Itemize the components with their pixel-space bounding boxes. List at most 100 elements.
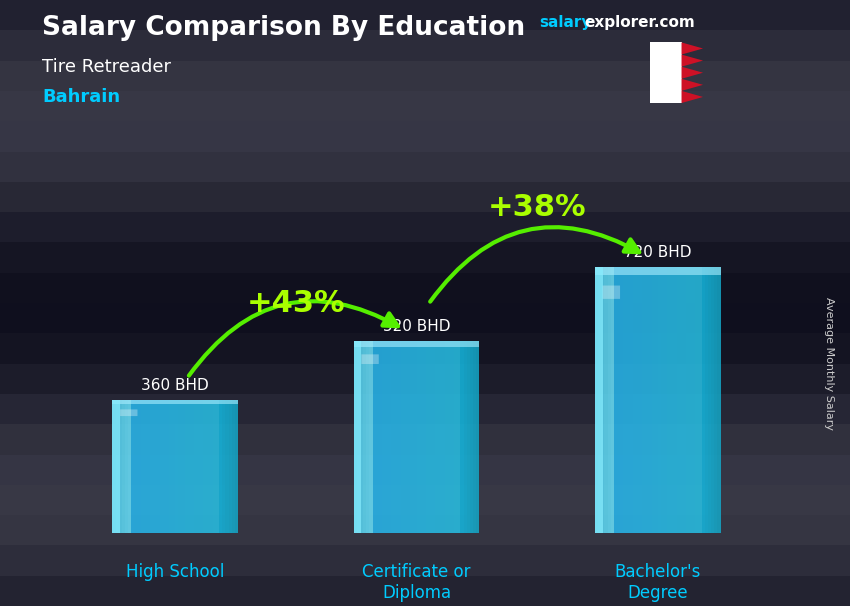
Bar [388, 341, 391, 533]
Bar [636, 267, 639, 533]
Bar [160, 400, 162, 533]
Bar [0, 0, 850, 30]
Bar [661, 267, 664, 533]
Bar [201, 400, 203, 533]
Bar [650, 42, 682, 103]
Bar [128, 400, 131, 533]
Bar [357, 341, 360, 533]
Bar [112, 400, 120, 533]
Bar [385, 341, 388, 533]
Bar [0, 394, 850, 424]
Bar [598, 267, 601, 533]
Bar [630, 267, 632, 533]
Bar [401, 341, 404, 533]
Bar [398, 341, 401, 533]
Bar [0, 515, 850, 545]
Bar [125, 400, 128, 533]
Text: explorer.com: explorer.com [584, 15, 694, 30]
Text: High School: High School [126, 563, 224, 581]
Bar [379, 341, 382, 533]
Text: Bahrain: Bahrain [42, 88, 121, 106]
Bar [210, 400, 212, 533]
Bar [197, 400, 201, 533]
Polygon shape [682, 42, 703, 55]
Bar [169, 400, 172, 533]
Bar [0, 152, 850, 182]
Bar [595, 267, 721, 275]
Bar [411, 341, 413, 533]
Bar [184, 400, 188, 533]
Bar [439, 341, 442, 533]
Bar [664, 267, 667, 533]
Bar [714, 267, 717, 533]
Bar [473, 341, 476, 533]
Text: Salary Comparison By Education: Salary Comparison By Education [42, 15, 525, 41]
Bar [699, 267, 702, 533]
Bar [172, 400, 175, 533]
Bar [219, 400, 222, 533]
Bar [454, 341, 457, 533]
Bar [677, 267, 680, 533]
Bar [467, 341, 470, 533]
Bar [119, 400, 122, 533]
Bar [642, 267, 645, 533]
Text: 720 BHD: 720 BHD [624, 245, 692, 260]
Bar [112, 400, 238, 404]
Bar [153, 400, 156, 533]
Polygon shape [682, 79, 703, 91]
Bar [463, 341, 467, 533]
Bar [366, 341, 370, 533]
Bar [608, 267, 611, 533]
Bar [194, 400, 197, 533]
Polygon shape [682, 55, 703, 67]
Bar [413, 341, 416, 533]
Bar [370, 341, 372, 533]
FancyBboxPatch shape [603, 285, 620, 299]
Bar [667, 267, 671, 533]
Bar [354, 341, 361, 533]
Bar [131, 400, 134, 533]
Polygon shape [682, 67, 703, 79]
Bar [658, 267, 661, 533]
Bar [604, 267, 608, 533]
Bar [372, 341, 376, 533]
Bar [354, 341, 479, 347]
Bar [191, 400, 194, 533]
Bar [141, 400, 144, 533]
Bar [0, 303, 850, 333]
Bar [695, 267, 699, 533]
Bar [442, 341, 445, 533]
Bar [0, 576, 850, 606]
Bar [144, 400, 147, 533]
Bar [426, 341, 429, 533]
Bar [429, 341, 432, 533]
Bar [354, 341, 357, 533]
Bar [216, 400, 219, 533]
Bar [138, 400, 141, 533]
Bar [0, 182, 850, 212]
Bar [376, 341, 379, 533]
Bar [601, 267, 604, 533]
Bar [617, 267, 620, 533]
FancyBboxPatch shape [120, 410, 138, 416]
Bar [0, 30, 850, 61]
Bar [382, 341, 385, 533]
Bar [0, 273, 850, 303]
Bar [689, 267, 692, 533]
Bar [620, 267, 623, 533]
Bar [122, 400, 125, 533]
Bar [360, 341, 363, 533]
Text: +38%: +38% [488, 193, 586, 222]
Bar [432, 341, 435, 533]
Bar [232, 400, 235, 533]
Bar [651, 267, 654, 533]
Bar [435, 341, 439, 533]
Bar [416, 341, 420, 533]
Bar [0, 242, 850, 273]
Bar [188, 400, 191, 533]
Bar [162, 400, 166, 533]
Bar [705, 267, 708, 533]
Bar [686, 267, 689, 533]
Bar [445, 341, 448, 533]
Bar [212, 400, 216, 533]
